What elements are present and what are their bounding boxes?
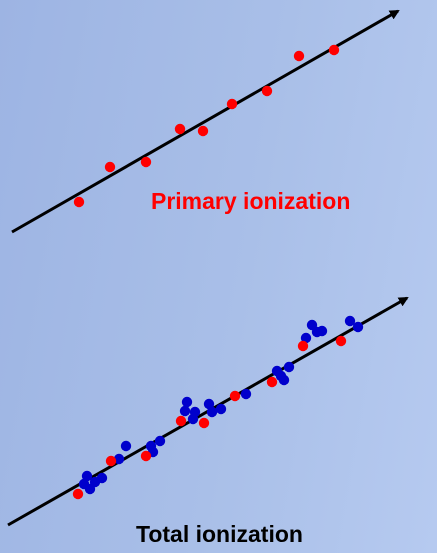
secondary-ion-dot (352, 321, 364, 333)
secondary-ion-dot (179, 405, 191, 417)
secondary-ion-dot (154, 435, 166, 447)
secondary-ion-dot (300, 332, 312, 344)
secondary-ion-dot (215, 403, 227, 415)
secondary-ion-dot (344, 315, 356, 327)
primary-ion-dot (297, 340, 309, 352)
secondary-ion-dot (316, 325, 328, 337)
primary-ion-dot (175, 415, 187, 427)
primary-ion-dot (226, 98, 238, 110)
primary-ion-dot (328, 44, 340, 56)
primary-ion-dot (174, 123, 186, 135)
primary-ion-dot (197, 125, 209, 137)
secondary-ion-dot (189, 406, 201, 418)
secondary-ion-dot (120, 440, 132, 452)
primary-ion-dots (73, 44, 340, 208)
primary-ion-dot (105, 455, 117, 467)
secondary-ion-dot (283, 361, 295, 373)
secondary-ion-dot (113, 453, 125, 465)
secondary-ion-dot (206, 406, 218, 418)
primary-ion-dot (72, 488, 84, 500)
secondary-ion-dot (96, 472, 108, 484)
primary-ionization-panel (11, 9, 400, 234)
secondary-ion-dot (181, 396, 193, 408)
primary-ion-dot (261, 85, 273, 97)
primary-ion-dot (335, 335, 347, 347)
secondary-ion-dot (275, 370, 287, 382)
secondary-ion-dot (203, 398, 215, 410)
secondary-ion-dot (240, 388, 252, 400)
total-ion-dots (72, 315, 364, 500)
primary-ion-dot (198, 417, 210, 429)
primary-ion-dot (104, 161, 116, 173)
primary-ion-dot (293, 50, 305, 62)
primary-ion-dot (73, 196, 85, 208)
secondary-ion-dot (81, 470, 93, 482)
total-ionization-panel (7, 296, 409, 527)
primary-ionization-label: Primary ionization (151, 188, 351, 214)
primary-ion-dot (266, 376, 278, 388)
primary-ion-dot (140, 450, 152, 462)
primary-ion-dot (140, 156, 152, 168)
primary-ion-dot (229, 390, 241, 402)
total-ionization-label: Total ionization (136, 521, 303, 547)
